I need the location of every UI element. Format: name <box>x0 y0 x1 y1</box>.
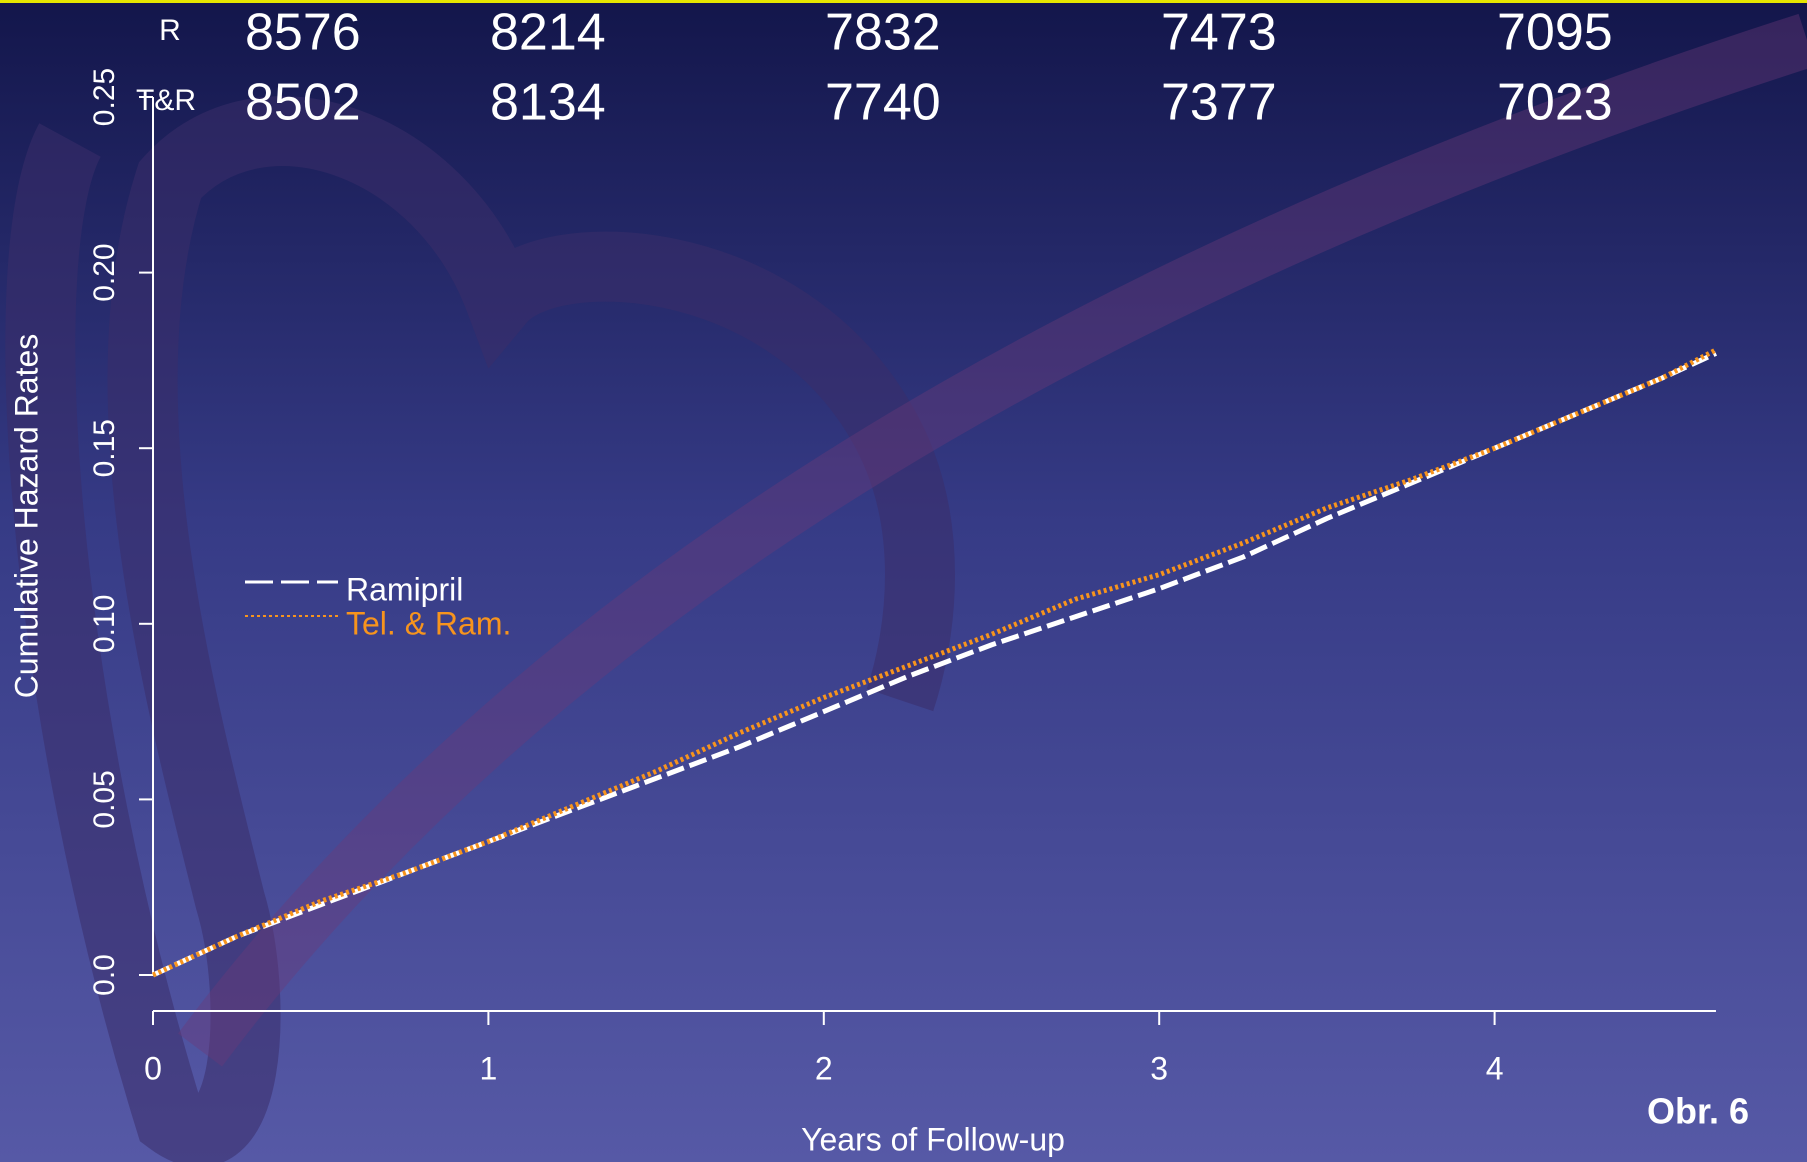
risk-row-label: T&R <box>136 84 196 117</box>
risk-row-label: R <box>159 14 181 47</box>
risk-count: 7740 <box>825 74 941 132</box>
x-axis-title: Years of Follow-up <box>801 1121 1065 1157</box>
legend-label: Ramipril <box>346 571 463 607</box>
risk-count: 7832 <box>825 4 941 62</box>
y-tick-label: 0.20 <box>88 243 121 301</box>
risk-count: 7095 <box>1497 4 1613 62</box>
x-tick-label: 0 <box>144 1050 162 1086</box>
y-axis-title: Cumulative Hazard Rates <box>8 334 44 699</box>
risk-count: 8502 <box>245 74 361 132</box>
y-tick-label: 0.25 <box>88 68 121 126</box>
legend-label: Tel. & Ram. <box>346 605 511 641</box>
annotation: Obr. 6 <box>1647 1091 1749 1132</box>
x-tick-label: 3 <box>1150 1050 1168 1086</box>
top-rule <box>0 0 1807 3</box>
x-tick-label: 1 <box>480 1050 498 1086</box>
chart: Obr. 6 Years of Follow-up Cumulative Haz… <box>0 0 1807 1162</box>
y-tick-label: 0.05 <box>88 770 121 828</box>
y-tick-label: 0.10 <box>88 595 121 653</box>
x-tick-label: 2 <box>815 1050 833 1086</box>
y-tick-label: 0.0 <box>88 954 121 996</box>
risk-count: 7377 <box>1161 74 1277 132</box>
risk-count: 7023 <box>1497 74 1613 132</box>
y-tick-label: 0.15 <box>88 419 121 477</box>
x-tick-label: 4 <box>1486 1050 1504 1086</box>
risk-count: 8134 <box>490 74 606 132</box>
risk-count: 8214 <box>490 4 606 62</box>
risk-count: 8576 <box>245 4 361 62</box>
risk-count: 7473 <box>1161 4 1277 62</box>
